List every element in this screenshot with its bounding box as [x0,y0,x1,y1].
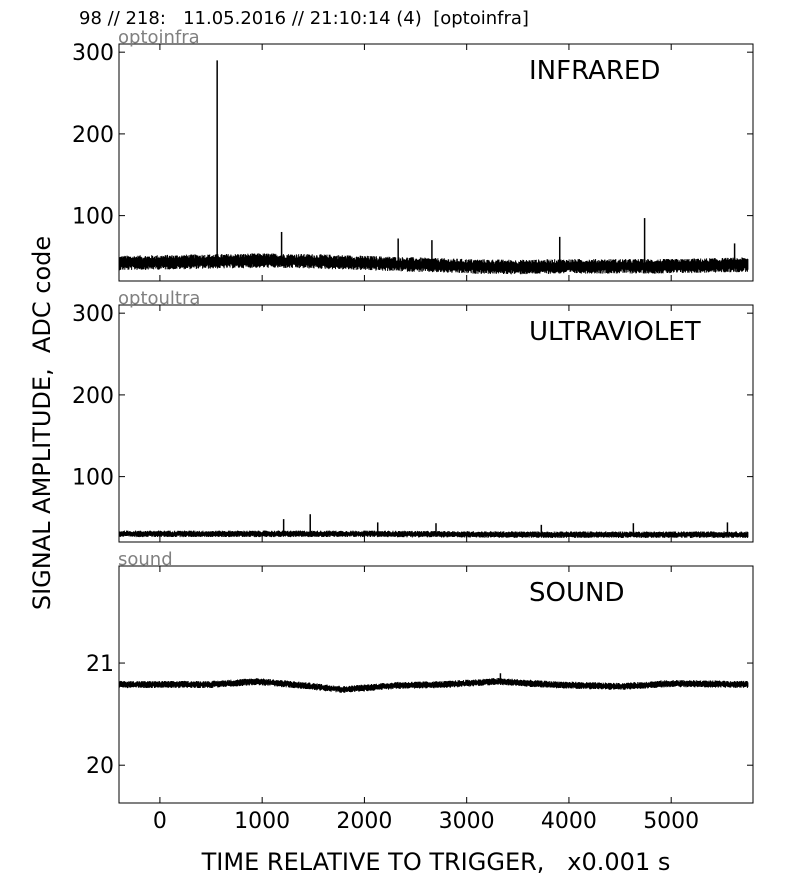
x-tick-label: 4000 [541,809,597,834]
plot-frame [118,304,754,543]
channel-label: sound [118,549,173,570]
panel-sound: 20 21 SOUND sound 0 1000 2000 3000 4000 5000 [86,549,754,834]
x-tick-label: 5000 [643,809,699,834]
channel-label: optoultra [118,288,200,309]
panel-optoultra: 100 200 300 ULTRAVIOLET optoultra [72,288,754,543]
signal-trace [119,253,749,275]
panel-title: ULTRAVIOLET [529,317,701,347]
channel-label: optoinfra [118,27,200,48]
x-tick-label: 2000 [336,809,392,834]
signal-trace [119,677,749,693]
x-tick-label: 3000 [439,809,495,834]
signal-trace [119,530,749,538]
panel-title: SOUND [529,578,624,608]
y-tick-label: 200 [72,384,114,409]
panel-optoinfra: 100 200 300 INFRARED optoinfra [72,27,754,282]
plot-frame [118,565,754,804]
plot-frame [118,43,754,282]
x-tick-label: 1000 [234,809,290,834]
y-tick-label: 200 [72,123,114,148]
y-tick-label: 21 [86,652,114,677]
panel-title: INFRARED [529,56,660,86]
figure-title: 98 // 218: 11.05.2016 // 21:10:14 (4) [o… [79,8,529,29]
y-tick-label: 100 [72,205,114,230]
x-axis-label: TIME RELATIVE TO TRIGGER, x0.001 s [201,848,671,876]
y-tick-label: 100 [72,466,114,491]
y-tick-label: 300 [72,302,114,327]
y-tick-label: 300 [72,41,114,66]
y-axis-label: SIGNAL AMPLITUDE, ADC code [28,235,56,611]
x-tick-label: 0 [153,809,167,834]
y-tick-label: 20 [86,754,114,779]
